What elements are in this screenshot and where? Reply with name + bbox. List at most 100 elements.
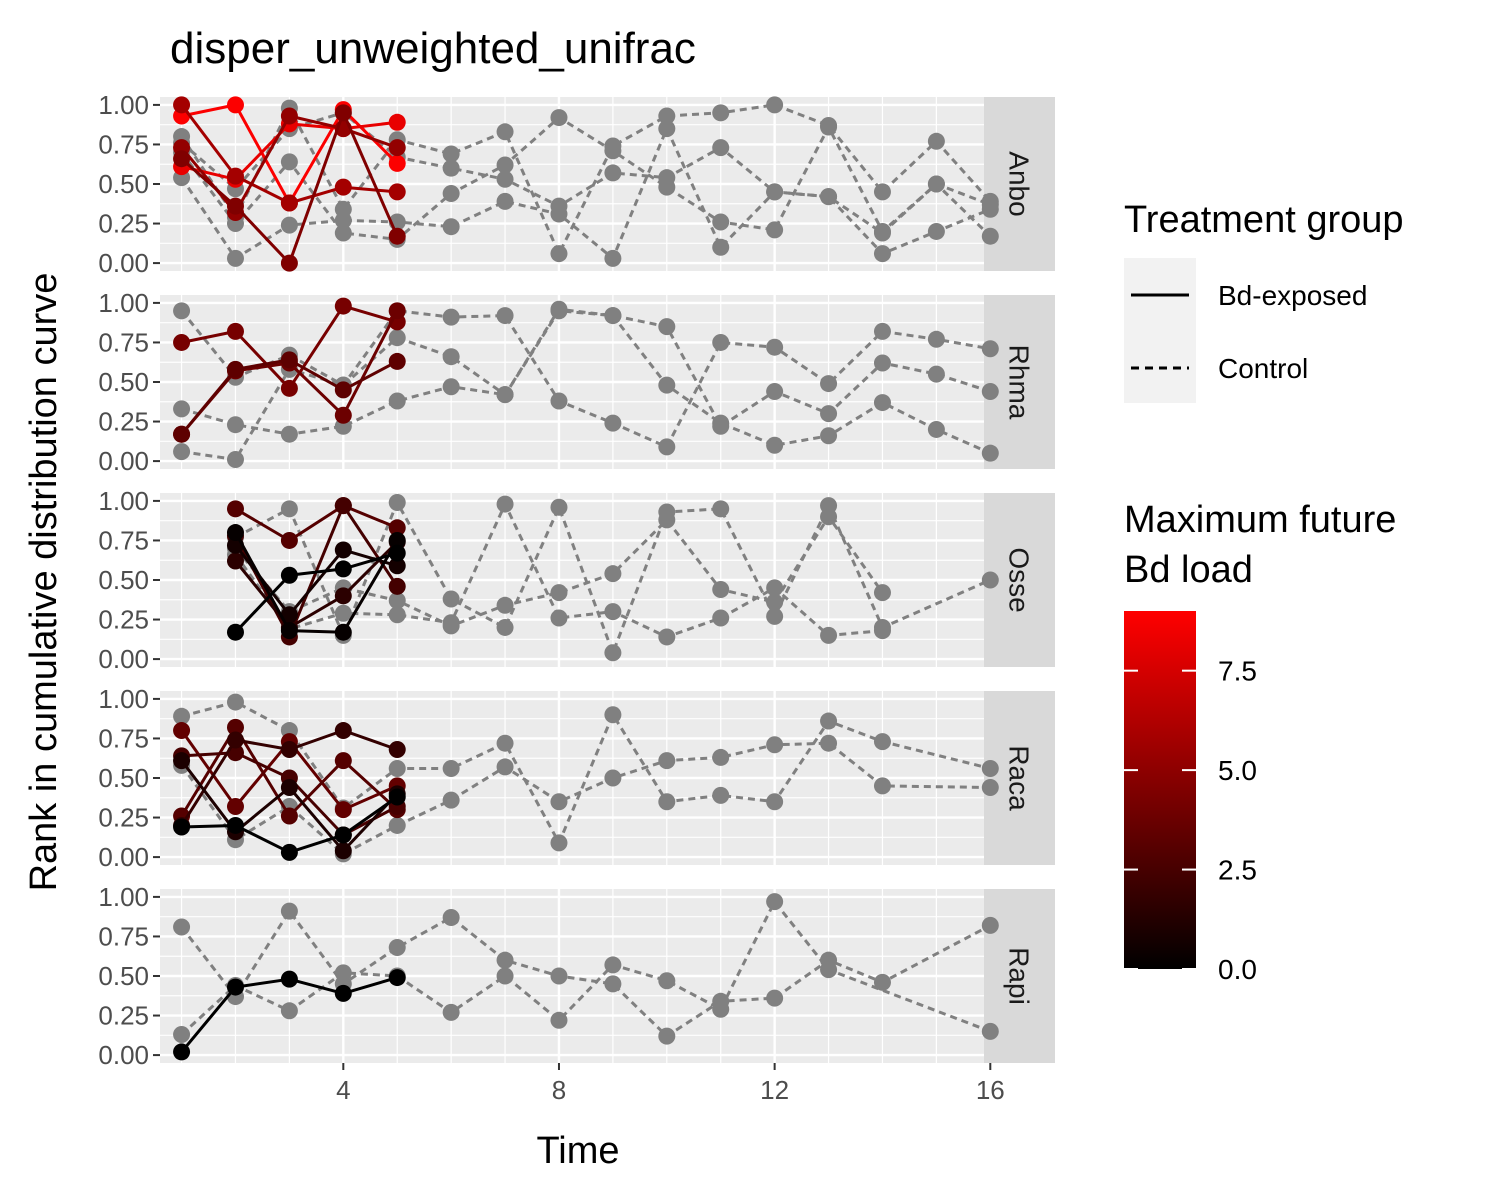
data-point: [658, 169, 676, 187]
data-point: [334, 224, 352, 242]
data-point: [604, 307, 622, 325]
data-point: [712, 333, 730, 351]
data-point: [604, 164, 622, 182]
data-point: [334, 406, 352, 424]
colorbar-gradient: [1124, 611, 1196, 969]
data-point: [334, 623, 352, 641]
data-point: [820, 734, 838, 752]
data-point: [820, 405, 838, 423]
data-point: [173, 722, 191, 740]
data-point: [873, 394, 891, 412]
data-point: [173, 1026, 191, 1044]
data-point: [658, 752, 676, 770]
y-tick-label: 0.50: [98, 565, 149, 595]
data-point: [388, 392, 406, 410]
data-point: [280, 500, 298, 518]
data-point: [334, 984, 352, 1002]
bd-exposed-series: [226, 524, 406, 641]
data-point: [280, 622, 298, 640]
x-tick-label: 4: [336, 1075, 350, 1105]
data-point: [334, 587, 352, 605]
data-point: [280, 194, 298, 212]
data-point: [873, 224, 891, 242]
data-point: [280, 531, 298, 549]
data-point: [388, 352, 406, 370]
treatment-legend: Treatment group Bd-exposed Control: [1124, 199, 1404, 403]
data-point: [226, 500, 244, 518]
y-tick-label: 0.25: [98, 1001, 149, 1031]
data-point: [981, 916, 999, 934]
treatment-legend-title: Treatment group: [1124, 199, 1404, 241]
data-point: [388, 577, 406, 595]
y-axis-title: Rank in cumulative distribution curve: [23, 273, 65, 892]
data-point: [712, 238, 730, 256]
y-tick-label: 0.00: [98, 446, 149, 476]
data-point: [658, 628, 676, 646]
x-tick-label: 16: [976, 1075, 1005, 1105]
data-point: [173, 150, 191, 168]
data-point: [658, 107, 676, 125]
data-point: [226, 322, 244, 340]
data-point: [388, 113, 406, 131]
data-point: [712, 500, 730, 518]
data-point: [388, 302, 406, 320]
series-line: [234, 504, 398, 542]
data-point: [712, 786, 730, 804]
data-point: [226, 797, 244, 815]
data-point: [927, 132, 945, 150]
data-point: [442, 791, 460, 809]
y-tick-label: 0.75: [98, 921, 149, 951]
chart-title: disper_unweighted_unifrac: [170, 24, 696, 73]
data-point: [550, 834, 568, 852]
data-point: [334, 722, 352, 740]
facet-strip-label: Rapi: [1004, 947, 1035, 1005]
data-point: [496, 734, 514, 752]
data-point: [334, 178, 352, 196]
data-point: [226, 552, 244, 570]
data-point: [981, 340, 999, 358]
data-point: [981, 227, 999, 245]
data-point: [981, 571, 999, 589]
data-point: [226, 197, 244, 215]
data-point: [388, 183, 406, 201]
data-point: [280, 351, 298, 369]
data-point: [604, 706, 622, 724]
treatment-legend-key-background: [1124, 258, 1196, 403]
data-point: [927, 365, 945, 383]
data-point: [496, 386, 514, 404]
data-point: [442, 218, 460, 236]
data-point: [334, 541, 352, 559]
x-tick-label: 8: [552, 1075, 566, 1105]
data-point: [442, 908, 460, 926]
facet-strip-label: Anbo: [1004, 151, 1035, 216]
data-point: [226, 96, 244, 114]
data-point: [496, 192, 514, 210]
y-tick-label: 0.50: [98, 763, 149, 793]
y-tick-label: 0.75: [98, 327, 149, 357]
control-series: [173, 902, 999, 1045]
data-point: [712, 1000, 730, 1018]
legend-label-bd-exposed: Bd-exposed: [1218, 280, 1367, 311]
data-point: [388, 139, 406, 157]
data-point: [550, 392, 568, 410]
data-point: [873, 777, 891, 795]
data-point: [820, 712, 838, 730]
data-point: [226, 451, 244, 469]
data-point: [442, 348, 460, 366]
y-tick-label: 0.50: [98, 367, 149, 397]
data-point: [496, 758, 514, 776]
data-point: [388, 741, 406, 759]
colorbar-title-line-2: Bd load: [1124, 549, 1253, 591]
data-point: [766, 893, 784, 911]
data-point: [280, 843, 298, 861]
data-point: [550, 245, 568, 263]
bd-exposed-series: [173, 96, 406, 212]
data-point: [388, 227, 406, 245]
data-point: [604, 644, 622, 662]
data-point: [442, 760, 460, 778]
data-point: [927, 175, 945, 193]
data-point: [496, 495, 514, 513]
data-point: [334, 604, 352, 622]
data-point: [820, 626, 838, 644]
